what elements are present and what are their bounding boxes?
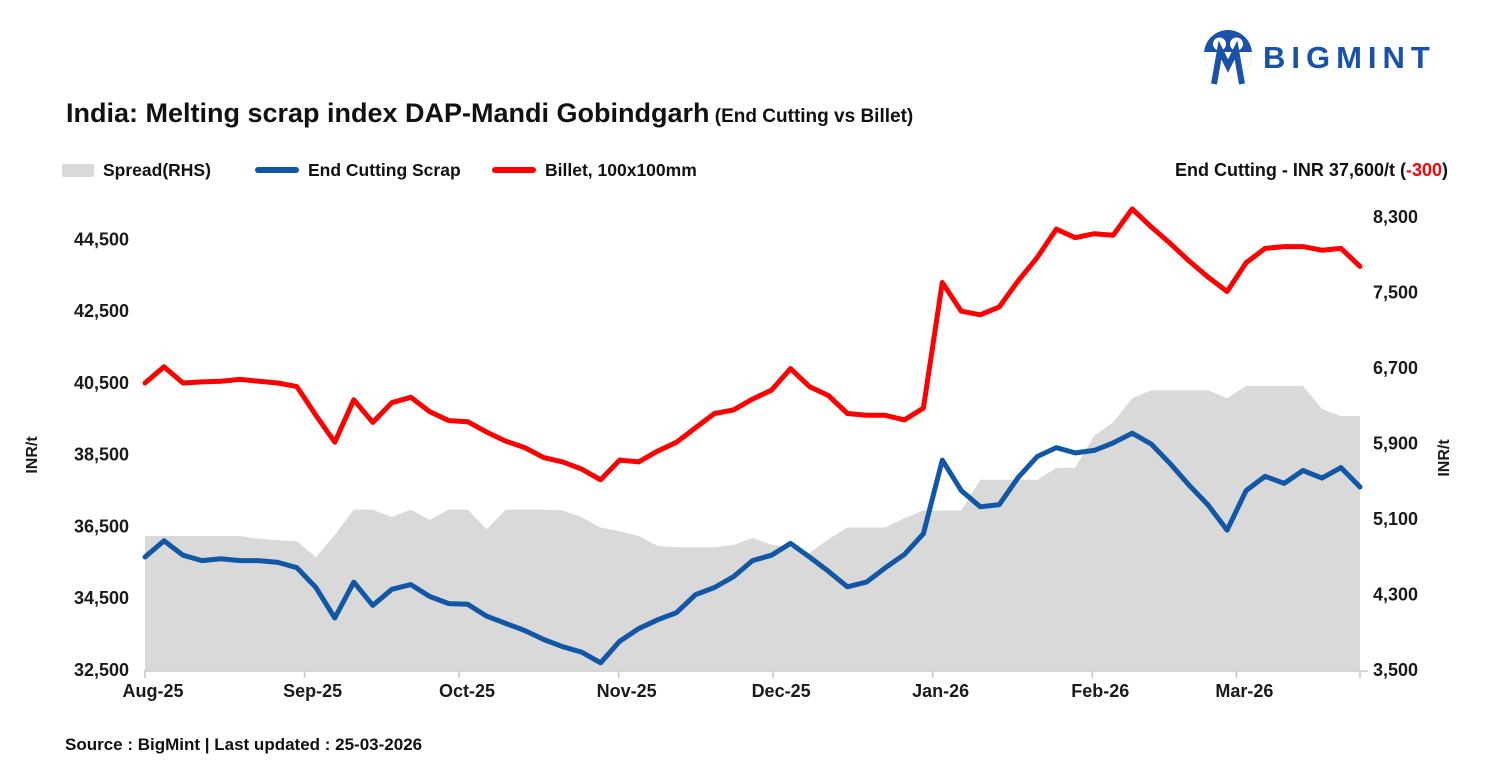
legend-label-end-cutting: End Cutting Scrap <box>308 159 461 180</box>
x-axis-label: Dec-25 <box>752 681 811 701</box>
x-axis-label: Sep-25 <box>283 681 342 701</box>
annotation-delta: -300 <box>1405 160 1442 180</box>
x-axis-label: Aug-25 <box>122 681 183 701</box>
y-axis-left-title: INR/t <box>24 436 41 474</box>
y-axis-right-tick-label: 8,300 <box>1373 207 1418 227</box>
latest-price-annotation: End Cutting - INR 37,600/t (-300) <box>1175 160 1448 181</box>
x-axis-label: Oct-25 <box>439 681 495 701</box>
billet-line-swatch <box>492 167 536 173</box>
legend-label-billet: Billet, 100x100mm <box>545 159 697 180</box>
spread-rhs-area <box>145 385 1360 670</box>
legend: Spread(RHS) End Cutting Scrap Billet, 10… <box>0 158 1490 182</box>
legend-label-spread: Spread(RHS) <box>103 159 211 180</box>
legend-item-billet: Billet, 100x100mm <box>492 158 697 182</box>
annotation-prefix: End Cutting - INR 37,600/t ( <box>1174 160 1406 180</box>
spread-area-swatch <box>62 163 94 177</box>
source-note: Source : BigMint | Last updated : 25-03-… <box>65 735 423 754</box>
bigmint-logo-icon <box>1204 30 1252 85</box>
y-axis-left-tick-label: 42,500 <box>74 301 129 321</box>
legend-item-end-cutting: End Cutting Scrap <box>255 158 461 182</box>
y-axis-left-tick-label: 32,500 <box>74 660 129 680</box>
y-axis-right-title: INR/t <box>1436 439 1453 477</box>
end-cutting-scrap-line <box>142 430 1363 666</box>
billet-100x100mm-line <box>142 206 1363 483</box>
y-axis-left-tick-label: 36,500 <box>74 516 129 536</box>
end-cutting-line-swatch <box>255 167 299 173</box>
y-axis-right-tick-label: 4,300 <box>1373 584 1418 604</box>
title-main: India: Melting scrap index DAP-Mandi Gob… <box>66 98 710 128</box>
x-axis-label: Nov-25 <box>597 681 657 701</box>
bigmint-logo: BIGMINT <box>1203 28 1436 88</box>
y-axis-left-tick-label: 34,500 <box>74 588 129 608</box>
x-axis-label: Feb-26 <box>1071 681 1129 701</box>
page-title: India: Melting scrap index DAP-Mandi Gob… <box>66 98 913 129</box>
x-axis-label: Mar-26 <box>1215 681 1273 701</box>
y-axis-left-tick-label: 44,500 <box>74 229 129 249</box>
y-axis-left-tick-label: 40,500 <box>74 373 129 393</box>
y-axis-left-tick-label: 38,500 <box>74 445 129 465</box>
x-axis-label: Jan-26 <box>912 681 969 701</box>
y-axis-right-tick-label: 6,700 <box>1373 358 1418 378</box>
legend-item-spread: Spread(RHS) <box>62 158 211 182</box>
y-axis-right-tick-label: 5,100 <box>1373 509 1418 529</box>
y-axis-right-tick-label: 7,500 <box>1373 282 1418 302</box>
y-axis-right-tick-label: 5,900 <box>1373 433 1418 453</box>
bigmint-logo-text: BIGMINT <box>1263 40 1436 75</box>
y-axis-right-tick-label: 3,500 <box>1373 660 1418 680</box>
annotation-suffix: ) <box>1442 160 1448 180</box>
title-sub: (End Cutting vs Billet) <box>709 106 914 127</box>
